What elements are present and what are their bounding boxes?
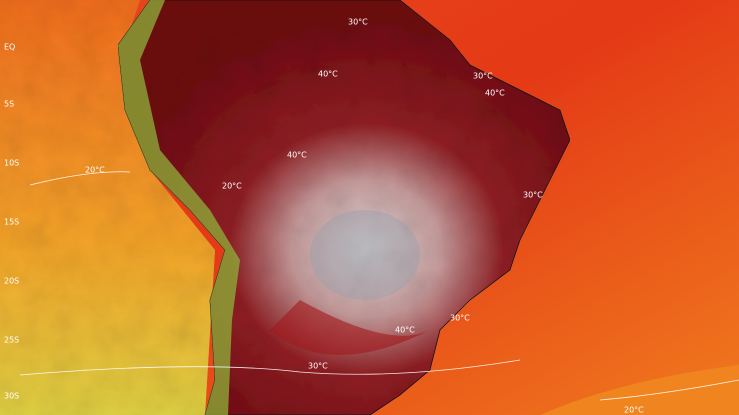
pacific-ocean <box>0 0 215 415</box>
contour-label: 40°C <box>395 326 415 335</box>
latitude-label: 5S <box>4 100 14 109</box>
heat-zone <box>270 300 430 355</box>
latitude-label: EQ <box>4 43 15 52</box>
contour-label: 20°C <box>624 406 644 415</box>
contour-label: 30°C <box>523 191 543 200</box>
contour-label: 40°C <box>485 89 505 98</box>
latitude-label: 15S <box>4 218 19 227</box>
contour-label: 20°C <box>85 166 105 175</box>
contour-label: 30°C <box>450 314 470 323</box>
contour-label: 20°C <box>222 182 242 191</box>
contour-label: 40°C <box>287 151 307 160</box>
contour-label: 40°C <box>318 70 338 79</box>
labels: EQ 5S 10S 15S 20S 25S 30S 30°C 40°C 30°C 40°C 40°C 2… <box>4 18 644 415</box>
isotherm <box>19 171 739 401</box>
latitude-label: 30S <box>4 392 19 401</box>
contour-label: 30°C <box>308 362 328 371</box>
andes <box>118 0 240 415</box>
contour-label: 30°C <box>348 18 368 27</box>
south-atlantic <box>540 365 739 415</box>
latitude-label: 20S <box>4 277 19 286</box>
latitude-label: 10S <box>4 159 19 168</box>
contour-label: 30°C <box>473 72 493 81</box>
hottest-zone <box>310 210 420 300</box>
latitude-label: 25S <box>4 336 19 345</box>
